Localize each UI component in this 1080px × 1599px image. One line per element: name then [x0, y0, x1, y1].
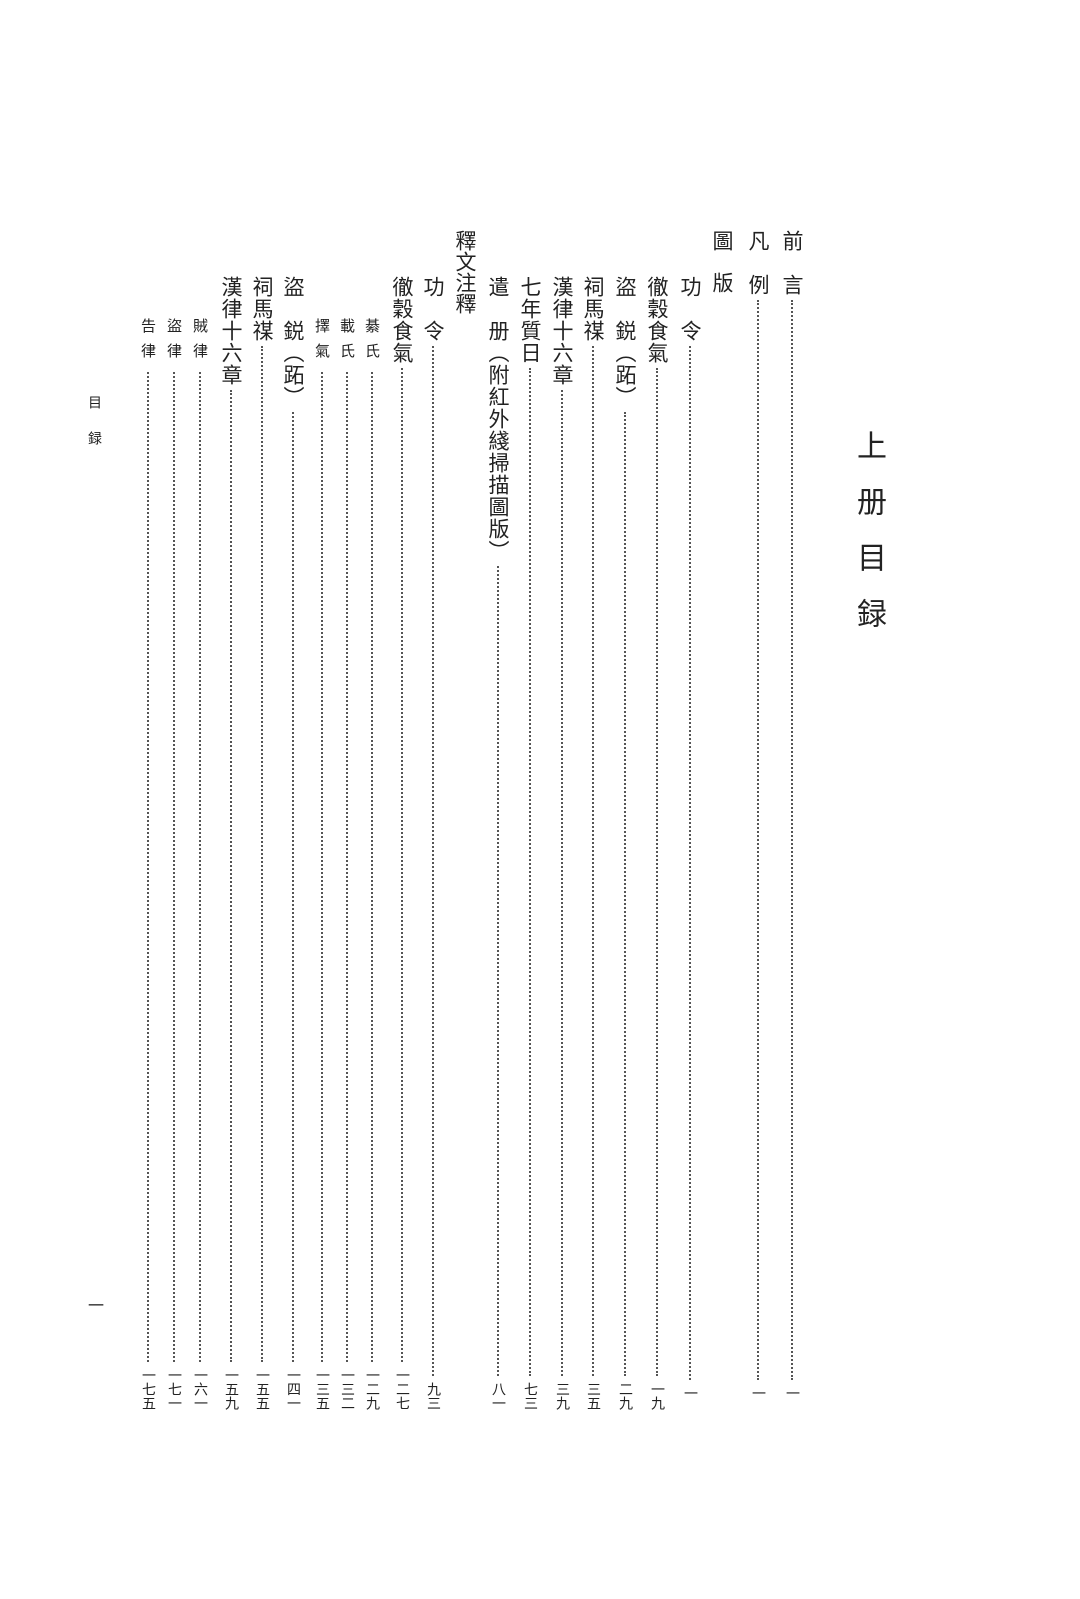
toc-entry[interactable]: 載氏 一三二 [337, 318, 357, 1410]
entry-label: 功 令 [678, 276, 702, 342]
entry-label: 祠馬禖 [581, 276, 605, 342]
toc-entry[interactable]: 擇氣 一三五 [312, 318, 332, 1410]
toc-entry[interactable]: 祠馬禖 一五五 [249, 276, 275, 1410]
toc-entry[interactable]: 賊律 一六一 [190, 318, 210, 1410]
entry-label: 前 言 [780, 230, 804, 296]
entry-label: 盜 鋭（跖） [613, 276, 637, 408]
entry-label: 盜律 [165, 318, 183, 368]
entry-label: 載氏 [338, 318, 356, 368]
entry-page: 九三 [425, 1382, 441, 1410]
section-heading: 圖 版 [710, 230, 734, 293]
dot-leader [791, 300, 793, 1380]
entry-label: 徹穀食氣 [645, 276, 669, 364]
dot-leader [401, 368, 403, 1362]
entry-page: 三五 [585, 1382, 601, 1410]
entry-page: 一 [784, 1386, 800, 1400]
entry-page: 一三五 [314, 1368, 330, 1410]
entry-page: 一 [682, 1386, 698, 1400]
toc-entry[interactable]: 盜律 一七一 [164, 318, 184, 1410]
toc-entry[interactable]: 徹穀食氣 一二七 [389, 276, 415, 1410]
toc-entry[interactable]: 祠馬禖 三五 [580, 276, 606, 1410]
toc-entry[interactable]: 盜 鋭（跖） 二九 [612, 276, 638, 1410]
dot-leader [147, 372, 149, 1362]
entry-label: 漢律十六章 [550, 276, 574, 386]
entry-label: 擇氣 [313, 318, 331, 368]
entry-page: 八一 [490, 1382, 506, 1410]
toc-entry[interactable]: 功 令一 [677, 276, 703, 1410]
entry-page: 一五九 [223, 1368, 239, 1410]
entry-page: 三九 [554, 1382, 570, 1410]
entry-page: 一七一 [166, 1368, 182, 1410]
toc-entry[interactable]: 前 言一 [779, 230, 805, 1410]
entry-label: 功 令 [421, 276, 445, 342]
entry-page: 一四一 [285, 1368, 301, 1410]
running-header: 目録 [86, 395, 102, 467]
section-heading: 釋文注釋 [453, 230, 477, 314]
dot-leader [199, 372, 201, 1362]
entry-label: 綦氏 [363, 318, 381, 368]
toc-entry[interactable]: 凡 例一 [745, 230, 771, 1410]
dot-leader [656, 368, 658, 1376]
dot-leader [371, 372, 373, 1362]
dot-leader [561, 390, 563, 1376]
page-number: 一 [88, 1296, 105, 1315]
entry-label: 盜 鋭（跖） [281, 276, 305, 408]
entry-page: 一二七 [394, 1368, 410, 1410]
entry-page: 二九 [617, 1382, 633, 1410]
entry-label: 凡 例 [746, 230, 770, 296]
page-title: 上册目録 [851, 430, 886, 654]
entry-page: 一七五 [140, 1368, 156, 1410]
entry-label: 漢律十六章 [219, 276, 243, 386]
toc-entry[interactable]: 遣 册（附紅外綫掃描圖版） 八一 [485, 276, 511, 1410]
dot-leader [230, 390, 232, 1362]
dot-leader [497, 566, 499, 1376]
entry-label: 賊律 [191, 318, 209, 368]
entry-label: 告律 [139, 318, 157, 368]
toc-entry[interactable]: 告律 一七五 [138, 318, 158, 1410]
entry-page: 一二九 [364, 1368, 380, 1410]
toc-entry[interactable]: 漢律十六章 一五九 [218, 276, 244, 1410]
dot-leader [292, 412, 294, 1362]
entry-label: 遣 册（附紅外綫掃描圖版） [486, 276, 510, 562]
entry-page: 一六一 [192, 1368, 208, 1410]
dot-leader [173, 372, 175, 1362]
dot-leader [432, 346, 434, 1376]
dot-leader [757, 300, 759, 1380]
dot-leader [592, 346, 594, 1376]
toc-entry[interactable]: 盜 鋭（跖） 一四一 [280, 276, 306, 1410]
entry-page: 一三二 [339, 1368, 355, 1410]
dot-leader [689, 346, 691, 1380]
toc-entry[interactable]: 漢律十六章 三九 [549, 276, 575, 1410]
entry-label: 七年質日 [518, 276, 542, 364]
dot-leader [529, 368, 531, 1376]
dot-leader [321, 372, 323, 1362]
toc-entry[interactable]: 徹穀食氣 一九 [644, 276, 670, 1410]
dot-leader [624, 412, 626, 1376]
entry-label: 祠馬禖 [250, 276, 274, 342]
entry-page: 一九 [649, 1382, 665, 1410]
entry-label: 徹穀食氣 [390, 276, 414, 364]
dot-leader [346, 372, 348, 1362]
entry-page: 一五五 [254, 1368, 270, 1410]
entry-page: 七三 [522, 1382, 538, 1410]
toc-entry[interactable]: 功 令九三 [420, 276, 446, 1410]
toc-entry[interactable]: 綦氏 一二九 [362, 318, 382, 1410]
entry-page: 一 [750, 1386, 766, 1400]
dot-leader [261, 346, 263, 1362]
toc-entry[interactable]: 七年質日 七三 [517, 276, 543, 1410]
